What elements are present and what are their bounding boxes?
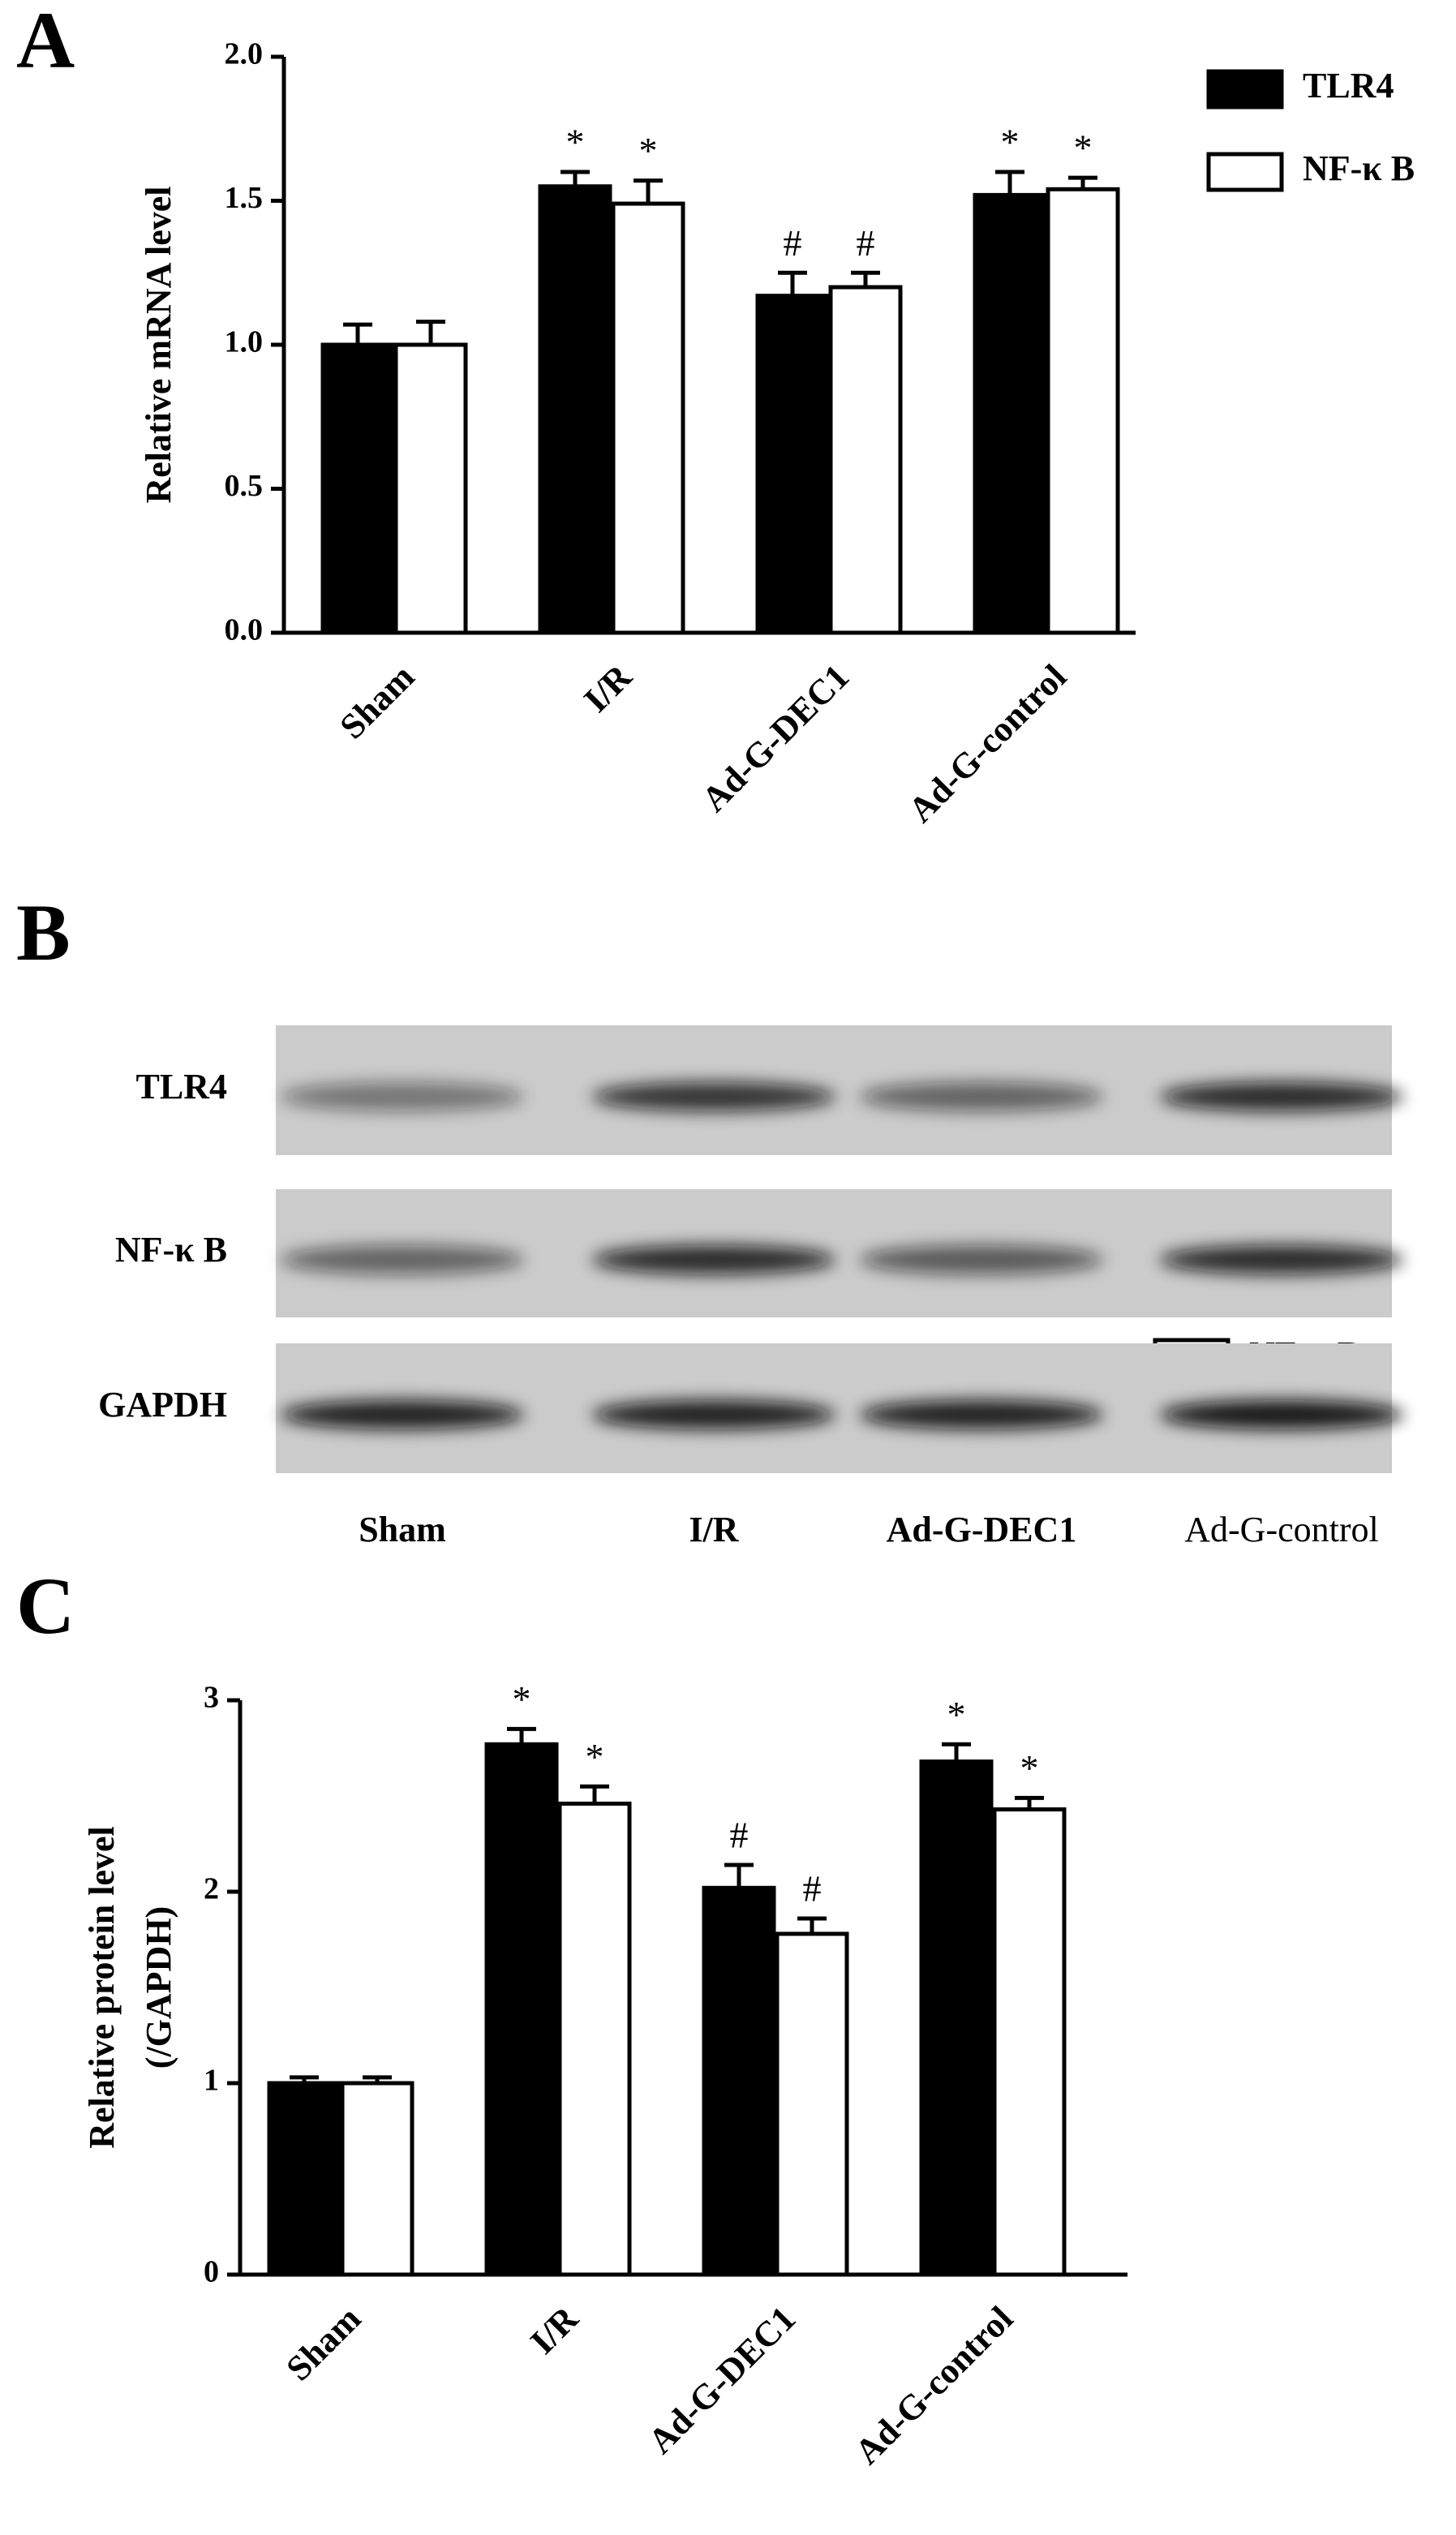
blot-band [592,1400,835,1429]
bar [775,1931,849,2277]
y-tick-label: 3 [204,1681,219,1715]
bar [393,342,468,635]
blot-row-label: NF-κ B [115,1230,227,1270]
bar [484,1742,559,2277]
significance-mark: * [566,122,585,163]
legend-label: TLR4 [1303,66,1394,105]
bar [538,184,612,635]
y-axis-label: Relative protein level [82,1826,122,2149]
bar [973,192,1047,635]
bar [755,294,830,635]
y-tick-label: 0.0 [225,613,264,647]
significance-mark: * [513,1678,531,1720]
significance-mark: # [730,1815,749,1856]
blot-band [1160,1245,1403,1274]
significance-mark: * [1001,122,1020,163]
blot-band [1160,1400,1403,1429]
panel-label: B [16,887,71,977]
y-tick-label: 2.0 [225,37,264,71]
legend-swatch [1206,69,1284,110]
blot-column-label: I/R [689,1510,739,1549]
significance-mark: * [639,130,658,171]
x-tick-label: Sham [278,2299,368,2389]
bar [919,1759,994,2277]
y-tick-label: 1.5 [225,181,264,215]
bar [702,1885,776,2277]
significance-mark: # [784,222,802,264]
bar [557,1801,632,2277]
blot-band [281,1082,524,1111]
significance-mark: # [857,222,875,264]
x-tick-label: Ad-G-control [900,657,1074,831]
blot-band [1160,1082,1403,1111]
significance-mark: * [1020,1747,1039,1789]
y-tick-label: 0.5 [225,469,264,503]
bar [320,342,395,635]
blot-band [281,1400,524,1429]
x-tick-label: Ad-G-DEC1 [641,2299,804,2462]
blot-band [860,1082,1103,1111]
x-tick-label: I/R [576,656,640,720]
significance-mark: * [1074,127,1093,169]
blot-row-label: GAPDH [98,1385,227,1424]
y-tick-label: 1.0 [225,325,264,359]
panel-label: C [16,1561,75,1651]
blot-band [592,1245,835,1274]
blot-band [860,1400,1103,1429]
blot-column-label: Ad-G-DEC1 [887,1510,1077,1549]
x-tick-label: I/R [522,2298,586,2362]
bar [1046,187,1120,635]
blot-column-label: Sham [359,1510,446,1549]
panel-label: A [16,0,75,85]
y-tick-label: 2 [204,1872,219,1906]
x-tick-label: Ad-G-control [847,2299,1020,2473]
y-tick-label: 1 [204,2064,219,2098]
y-axis-label: Relative mRNA level [139,187,178,504]
significance-mark: * [586,1736,604,1777]
blot-column-label: Ad-G-control [1184,1510,1379,1549]
bar [828,285,903,635]
x-tick-label: Sham [332,657,422,747]
y-tick-label: 0 [204,2255,219,2289]
bar [611,201,685,635]
significance-mark: # [803,1868,822,1910]
x-tick-label: Ad-G-DEC1 [694,657,857,820]
y-axis-label: (/GAPDH) [139,1906,178,2069]
legend-swatch [1206,152,1284,192]
bar [992,1807,1067,2277]
blot-band [281,1245,524,1274]
bar [267,2081,341,2277]
significance-mark: * [947,1694,966,1735]
blot-row-label: TLR4 [136,1067,227,1106]
legend-label: NF-κ B [1303,148,1415,188]
blot-band [592,1082,835,1111]
blot-band [860,1245,1103,1274]
bar [340,2081,414,2277]
